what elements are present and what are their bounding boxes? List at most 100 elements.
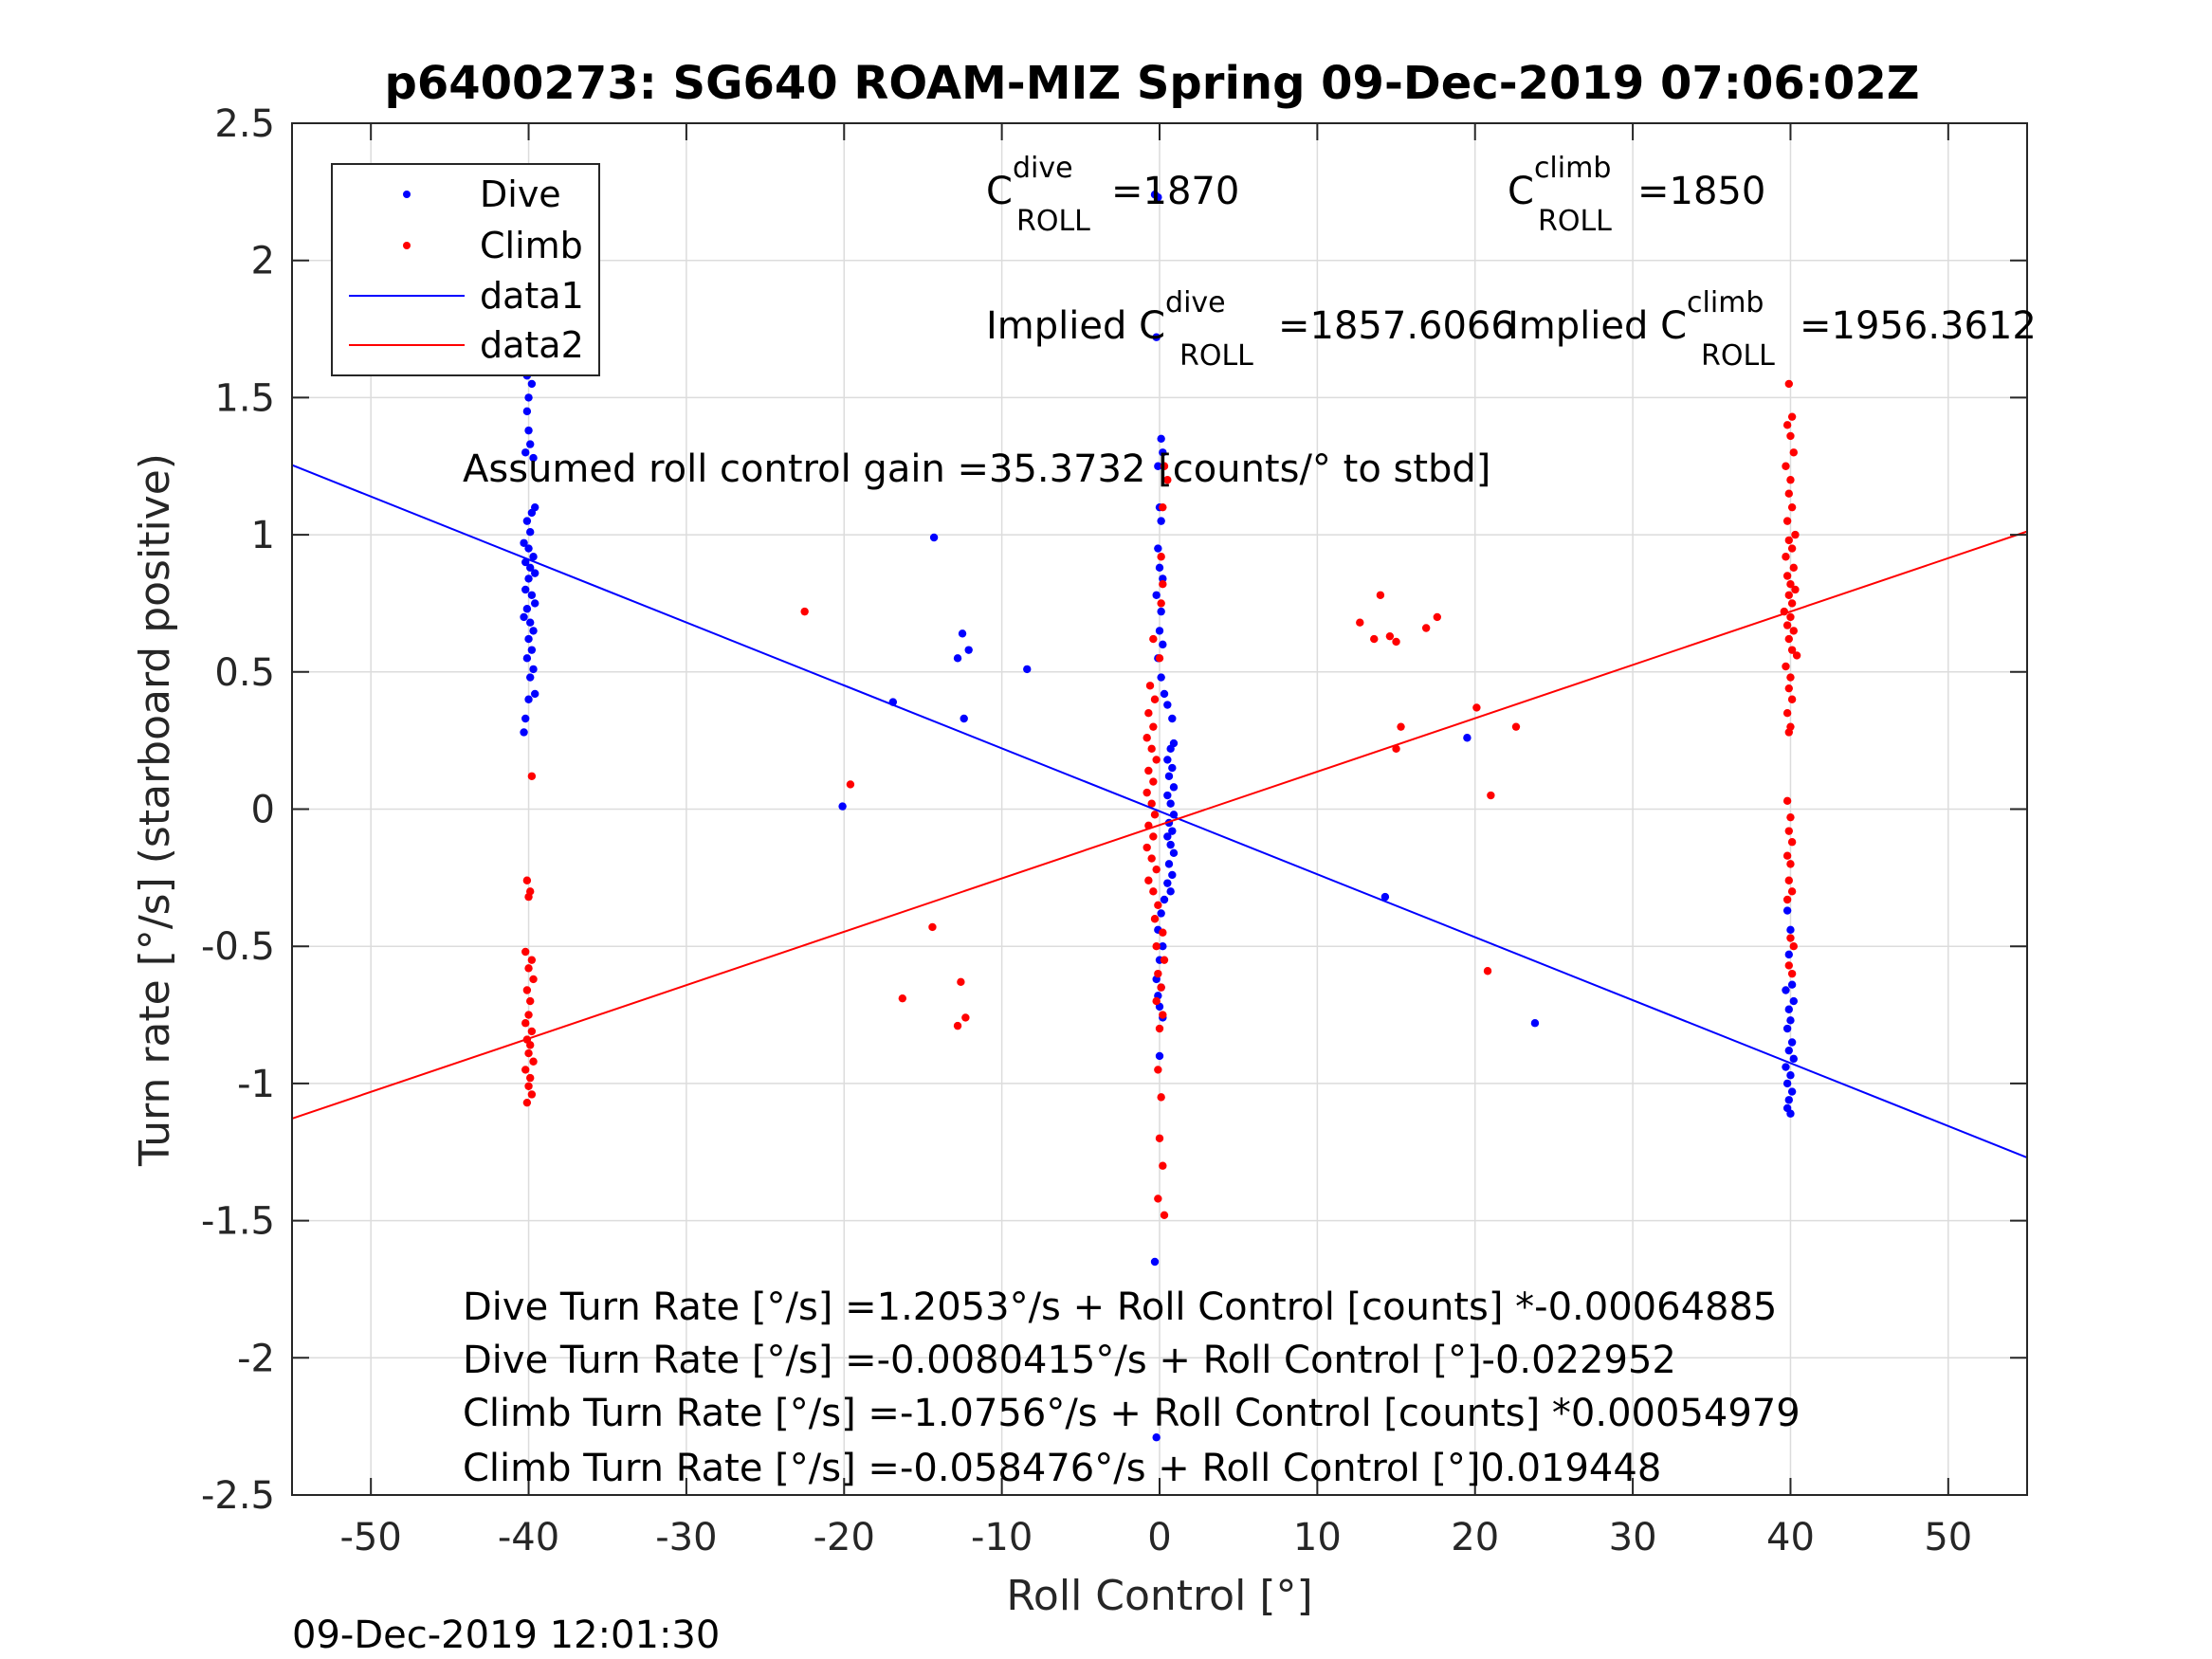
x-axis-label: Roll Control [°] [1006,1572,1312,1620]
legend: Dive Climb data1 data2 [331,163,600,376]
dive-point [1164,860,1174,868]
climb-point [1791,530,1800,539]
climb-point [1159,928,1167,937]
y-tick-label: -2 [237,1337,275,1380]
legend-climb-label: Climb [480,225,583,266]
dive-point [1152,591,1161,599]
climb-point [1483,967,1492,975]
climb-point [1782,462,1790,470]
implied-climb-annotation: Implied Cclimb ROLL =1956.3612 [1508,286,2037,373]
dive-point [1782,1079,1792,1088]
climb-equation-counts: Climb Turn Rate [°/s] =-1.0756°/s + Roll… [463,1392,1801,1435]
climb-point [522,1098,532,1107]
dive-point [526,440,535,448]
dive-point [1152,1433,1161,1442]
y-tick-label: -1.5 [201,1200,275,1244]
c-climb-annotation: Cclimb ROLL =1850 [1508,152,1765,238]
dive-point [531,599,539,608]
dive-point [1155,1051,1164,1061]
climb-point [1147,799,1156,808]
dive-point [527,591,537,599]
dive-point [1163,701,1172,709]
dive-point [1786,1109,1795,1118]
climb-point [1786,812,1795,822]
climb-point [1784,728,1793,737]
climb-point [1782,796,1792,806]
dive-point [522,517,532,525]
climb-point [524,1048,533,1058]
timestamp: 09-Dec-2019 12:01:30 [292,1613,720,1657]
climb-point [1789,563,1798,573]
y-tick-label: -0.5 [201,925,275,969]
dive-point [838,802,847,811]
climb-point [527,956,537,964]
dive-point [524,393,533,402]
dive-equation-counts: Dive Turn Rate [°/s] =1.2053°/s + Roll C… [463,1285,1777,1329]
climb-point [1787,838,1797,847]
climb-equation-degrees: Climb Turn Rate [°/s] =-0.058476°/s + Ro… [463,1447,1661,1490]
dive-point [522,605,532,613]
dive-point [1150,1257,1160,1267]
chart-title: p6400273: SG640 ROAM-MIZ Spring 09-Dec-2… [384,57,1919,110]
dive-point [1023,665,1032,674]
climb-point [1157,983,1165,992]
climb-point [1786,476,1795,484]
c-climb-sub: ROLL [1538,205,1612,238]
dive-point [1787,980,1797,989]
dive-point [1157,434,1165,444]
climb-point [1782,421,1792,429]
climb-point [1784,379,1793,389]
dive-point [521,585,530,594]
dive-point [524,634,533,644]
dive-point [527,379,537,389]
dive-point [1786,1071,1795,1080]
dive-point [1784,1005,1793,1013]
climb-point [1787,502,1797,512]
implied-climb-base: Implied C [1508,304,1687,348]
climb-point [1152,996,1161,1006]
climb-point [522,986,532,994]
dive-point [526,528,535,537]
climb-point [1472,703,1481,712]
y-tick-label: -2.5 [201,1474,275,1518]
climb-point [1157,1093,1165,1102]
legend-climb-marker [403,242,411,249]
climb-point [1787,599,1797,608]
dive-point [1168,870,1177,880]
climb-point [526,1073,535,1083]
climb-point [800,607,809,616]
y-axis-label: Turn rate [°/s] (starboard positive) [131,453,179,1167]
x-tick-label: 40 [1766,1516,1815,1559]
dive-point [1789,1054,1798,1064]
climb-point [524,1082,533,1090]
climb-point [1421,624,1431,632]
climb-point [961,1013,970,1022]
dive-point [1786,925,1795,935]
dive-point [529,453,538,463]
dive-point [529,665,538,674]
climb-point [1789,627,1798,635]
climb-point [1786,934,1795,942]
ticks [292,122,2027,1496]
climb-point [1791,585,1800,594]
tick-labels: -50 -40 -30 -20 -10 0 10 20 30 40 50-2.5-2-1.5-1-0… [201,102,1972,1559]
climb-point [521,947,530,957]
dive-point [520,728,528,737]
legend-box [331,163,600,376]
climb-point [1789,942,1798,951]
climb-point [1149,887,1158,896]
dive-point [960,714,968,723]
dive-point [1787,1038,1797,1047]
fit-line-data1 [291,464,2028,1158]
climb-point [1782,572,1792,580]
climb-point [1154,969,1162,978]
gain-annotation: Assumed roll control gain =35.3732 [coun… [463,447,1490,491]
climb-point [1787,695,1797,703]
climb-point [1782,895,1792,904]
climb-point [521,1019,530,1028]
climb-point [1149,722,1158,731]
dive-point [1169,783,1179,792]
dive-point [1160,689,1169,699]
legend-data1-label: data1 [480,275,584,317]
y-tick-label: 2 [251,240,275,283]
